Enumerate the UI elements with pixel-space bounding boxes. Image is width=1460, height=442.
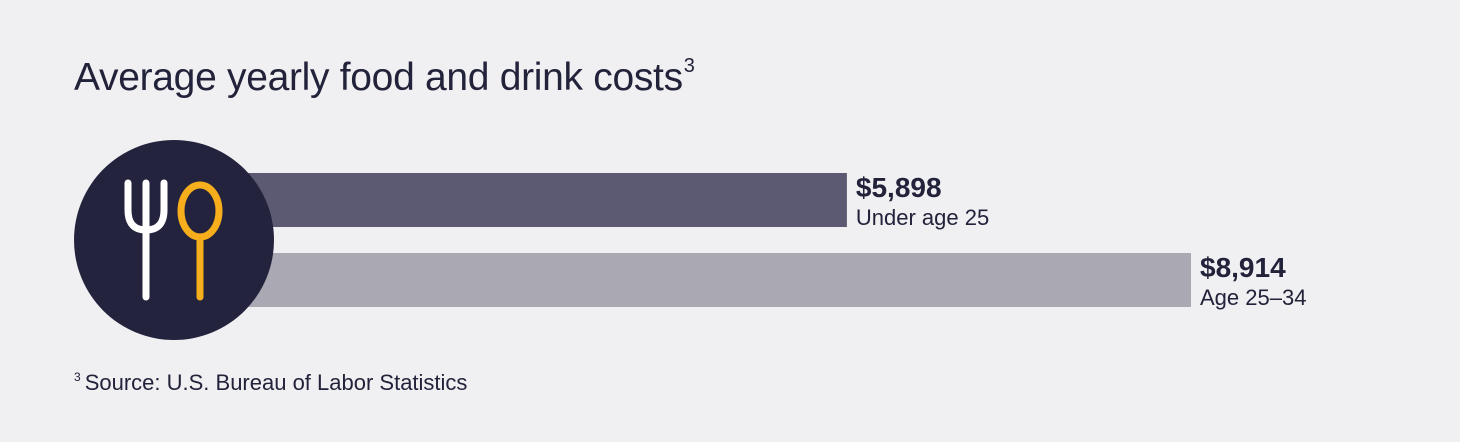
bar-2 [174,253,1191,307]
chart-title-text: Average yearly food and drink costs [74,56,683,99]
chart-title: Average yearly food and drink costs3 [74,56,695,97]
category-label-1: Under age 25 [856,205,989,230]
footnote-text: Source: U.S. Bureau of Labor Statistics [84,370,468,395]
fork-icon [124,179,168,301]
fork-and-spoon-icon [74,140,274,340]
icon-circle [74,140,274,340]
title-footnote-marker: 3 [683,55,695,77]
source-footnote: 3 Source: U.S. Bureau of Labor Statistics [74,371,467,394]
bar-1 [174,173,847,227]
value-label-2: $8,914 [1200,252,1286,283]
category-label-2: Age 25–34 [1200,285,1306,310]
value-label-1: $5,898 [856,172,942,203]
bars [174,173,1191,307]
footnote-marker: 3 [74,370,81,384]
